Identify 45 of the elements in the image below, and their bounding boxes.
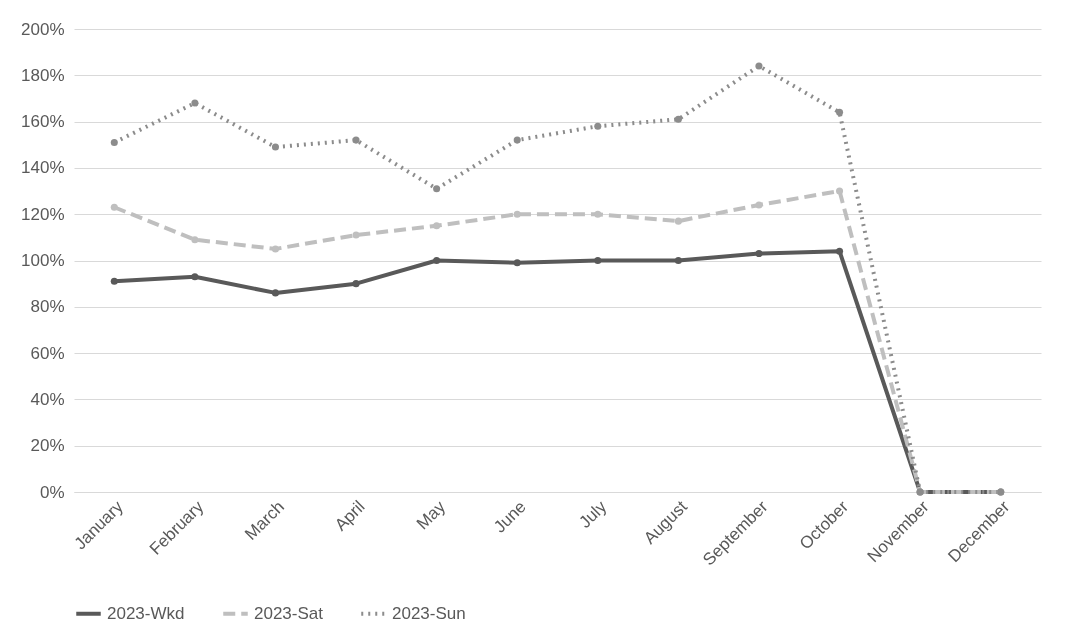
point [352, 136, 360, 144]
point [352, 280, 360, 288]
legend-label: 2023-Sun [392, 603, 466, 623]
y-tick-label: 60% [30, 343, 65, 363]
point [674, 115, 682, 123]
y-tick-label: 100% [21, 251, 65, 270]
point [594, 210, 602, 218]
legend-label: 2023-Sat [254, 603, 324, 623]
point [513, 259, 521, 267]
y-tick-label: 120% [21, 204, 65, 224]
y-tick-label: 40% [30, 389, 65, 409]
y-tick-label: 180% [21, 65, 65, 85]
point [433, 185, 441, 193]
point [191, 236, 199, 244]
y-tick-label: 200% [21, 19, 65, 39]
point [755, 201, 763, 209]
point [110, 277, 118, 285]
point [755, 250, 763, 258]
point [674, 217, 682, 225]
point [594, 256, 602, 265]
y-tick-label: 140% [21, 158, 65, 178]
point [110, 138, 118, 146]
point [433, 222, 441, 230]
point [271, 143, 279, 151]
y-tick-label: 80% [30, 297, 65, 317]
point [271, 245, 279, 253]
point [836, 247, 844, 255]
point [513, 136, 521, 144]
point [110, 203, 118, 211]
x-tick-label: July [575, 496, 611, 532]
point [271, 289, 279, 297]
point [513, 210, 521, 218]
point [352, 231, 360, 239]
y-tick-label: 160% [21, 112, 65, 132]
point [433, 256, 441, 265]
legend-label: 2023-Wkd [107, 603, 185, 623]
point [191, 99, 199, 107]
point [755, 62, 763, 70]
point [594, 122, 602, 130]
point [674, 256, 682, 265]
y-tick-label: 0% [39, 482, 65, 502]
point [191, 273, 199, 281]
y-tick-label: 20% [30, 436, 65, 456]
point [836, 108, 844, 116]
point [836, 187, 844, 195]
